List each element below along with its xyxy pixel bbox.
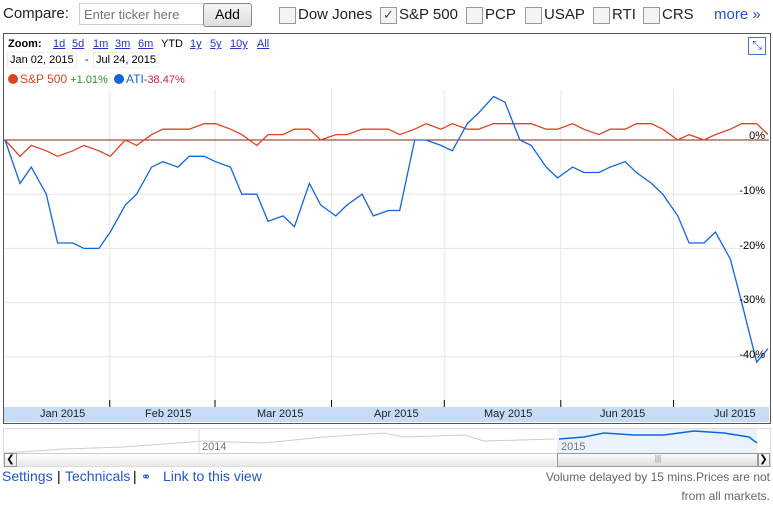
zoom-1d[interactable]: 1d (53, 38, 66, 50)
navigator-scroll-thumb[interactable]: ||| (557, 453, 759, 467)
checkbox-label: USAP (544, 6, 585, 23)
checkbox-usap[interactable] (525, 7, 542, 24)
zoom-10y[interactable]: 10y (230, 38, 248, 50)
legend-ati: ATI-38.47% (114, 72, 185, 86)
series-line-sp500 (4, 122, 769, 158)
legend-change: -38.47% (143, 74, 185, 86)
add-button[interactable]: Add (203, 3, 252, 27)
ticker-input[interactable] (79, 3, 207, 25)
checkbox-label: RTI (612, 6, 636, 23)
start-date-field[interactable]: Jan 02, 2015 (7, 52, 77, 68)
more-link[interactable]: more » (714, 6, 761, 23)
checkbox-label: PCP (485, 6, 516, 23)
zoom-1m[interactable]: 1m (93, 38, 109, 50)
compare-label: Compare: (3, 5, 69, 22)
ati-dot-icon (114, 74, 124, 84)
expand-icon[interactable]: ⤡ (748, 37, 766, 55)
scroll-left-icon[interactable]: ❮ (4, 453, 17, 467)
series-line-ati (4, 95, 769, 364)
x-tick: Feb 2015 (145, 408, 192, 420)
checkbox-pcp[interactable] (466, 7, 483, 24)
technicals-link[interactable]: Technicals (65, 468, 131, 484)
x-tick: Jan 2015 (40, 408, 86, 420)
navigator-year: 2014 (202, 441, 227, 453)
x-tick: Mar 2015 (257, 408, 304, 420)
x-tick: Apr 2015 (374, 408, 419, 420)
end-date-field[interactable]: Jul 24, 2015 (93, 52, 159, 68)
settings-link[interactable]: Settings (2, 468, 53, 484)
checkbox-label: S&P 500 (399, 6, 458, 23)
navigator-year: 2015 (561, 441, 586, 453)
y-tick: -10% (739, 185, 765, 197)
zoom-1y[interactable]: 1y (190, 38, 202, 50)
x-tick: Jul 2015 (714, 408, 756, 420)
separator: | (133, 468, 137, 484)
checkbox-label: Dow Jones (298, 6, 373, 23)
zoom-all[interactable]: All (257, 38, 270, 50)
checkbox-sp500[interactable]: ✓ (380, 7, 397, 24)
date-separator: - (85, 54, 89, 66)
sp500-dot-icon (8, 74, 18, 84)
x-tick: Jun 2015 (600, 408, 646, 420)
y-tick: -40% (739, 349, 765, 361)
zoom-5d[interactable]: 5d (72, 38, 85, 50)
legend-name: ATI (126, 72, 144, 86)
compare-toolbar: Compare: Add Dow Jones ✓S&P 500 PCP USAP… (0, 0, 773, 33)
x-tick: May 2015 (484, 408, 533, 420)
x-axis-bar (4, 407, 769, 422)
legend-change: +1.01% (70, 74, 108, 86)
scroll-right-icon[interactable]: ❯ (757, 453, 770, 467)
checkbox-label: CRS (662, 6, 694, 23)
timeline-navigator[interactable]: 2014 2015 ||| ❮ ❯ (3, 428, 771, 467)
legend-name: S&P 500 (20, 72, 68, 86)
y-tick: 0% (749, 130, 765, 142)
chart-plot (4, 90, 769, 407)
zoom-3m[interactable]: 3m (115, 38, 131, 50)
zoom-5y[interactable]: 5y (210, 38, 222, 50)
legend-sp500: S&P 500 +1.01% (8, 72, 108, 86)
link-icon: ⚭ (141, 470, 152, 484)
y-tick: -20% (739, 240, 765, 252)
separator: | (57, 468, 61, 484)
checkbox-dow-jones[interactable] (279, 7, 296, 24)
delay-note-2: from all markets. (681, 489, 770, 503)
link-to-view[interactable]: Link to this view (163, 468, 262, 484)
chart-panel (3, 33, 771, 424)
zoom-6m[interactable]: 6m (138, 38, 154, 50)
y-tick: -30% (739, 294, 765, 306)
zoom-ytd[interactable]: YTD (161, 38, 183, 50)
delay-note: Volume delayed by 15 mins.Prices are not (545, 470, 770, 484)
zoom-label: Zoom: (8, 38, 42, 50)
checkbox-rti[interactable] (593, 7, 610, 24)
checkbox-crs[interactable] (643, 7, 660, 24)
